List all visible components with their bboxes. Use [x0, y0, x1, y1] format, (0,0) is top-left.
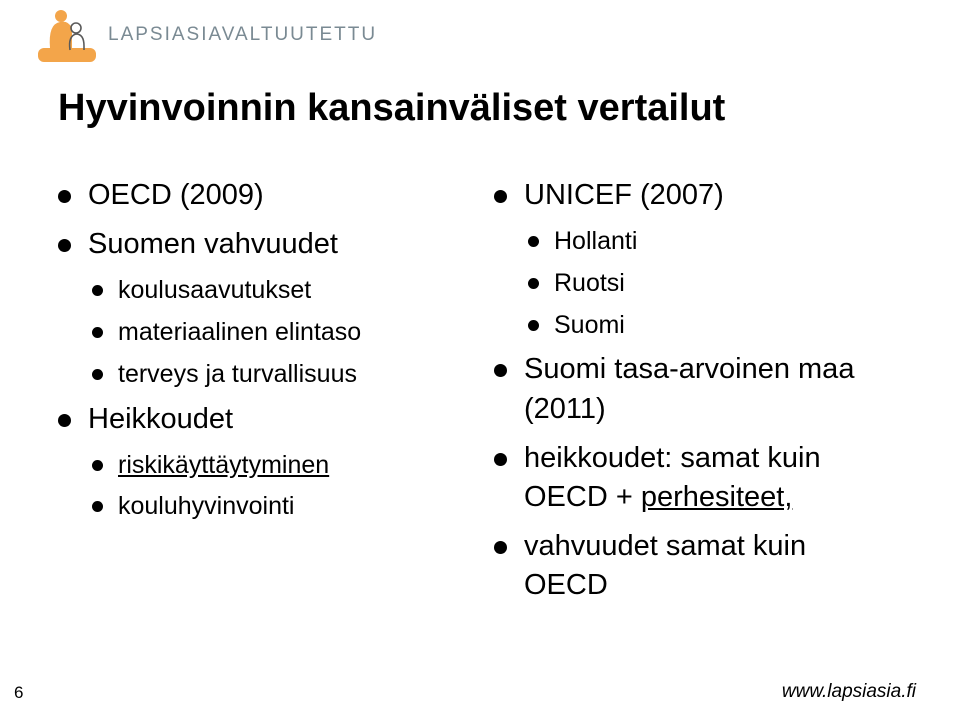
page-number: 6	[14, 683, 23, 703]
bullet-vahvuudet-samat: vahvuudet samat kuin OECD	[490, 527, 890, 605]
heikkoudet-underlined: perhesiteet,	[641, 481, 793, 513]
bullet-materiaalinen: materiaalinen elintaso	[92, 316, 454, 350]
bullet-heikkoudet: Heikkoudet	[54, 400, 454, 439]
content-columns: OECD (2009) Suomen vahvuudet koulusaavut…	[54, 176, 890, 615]
bullet-vahvuudet: Suomen vahvuudet	[54, 225, 454, 264]
brand-text: LAPSIASIAVALTUUTETTU	[108, 24, 377, 46]
left-column: OECD (2009) Suomen vahvuudet koulusaavut…	[54, 176, 454, 615]
bullet-riski: riskikäyttäytyminen	[92, 449, 454, 483]
bullet-kouluhyvinvointi: kouluhyvinvointi	[92, 490, 454, 524]
bullet-unicef: UNICEF (2007)	[490, 176, 890, 215]
bullet-terveys: terveys ja turvallisuus	[92, 358, 454, 392]
bullet-koulusaavutukset: koulusaavutukset	[92, 274, 454, 308]
bullet-suomi: Suomi	[528, 309, 890, 343]
right-column: UNICEF (2007) Hollanti Ruotsi Suomi Suom…	[490, 176, 890, 615]
bullet-hollanti: Hollanti	[528, 225, 890, 259]
bullet-heikkoudet-right: heikkoudet: samat kuin OECD + perhesitee…	[490, 439, 890, 517]
bullet-tasaarvo: Suomi tasa-arvoinen maa (2011)	[490, 350, 890, 428]
riski-text: riskikäyttäytyminen	[118, 451, 329, 479]
page-title: Hyvinvoinnin kansainväliset vertailut	[58, 88, 725, 130]
logo-icon	[38, 8, 96, 62]
bullet-oecd: OECD (2009)	[54, 176, 454, 215]
header: LAPSIASIAVALTUUTETTU	[38, 8, 377, 62]
footer-url: www.lapsiasia.fi	[782, 681, 916, 703]
bullet-ruotsi: Ruotsi	[528, 267, 890, 301]
